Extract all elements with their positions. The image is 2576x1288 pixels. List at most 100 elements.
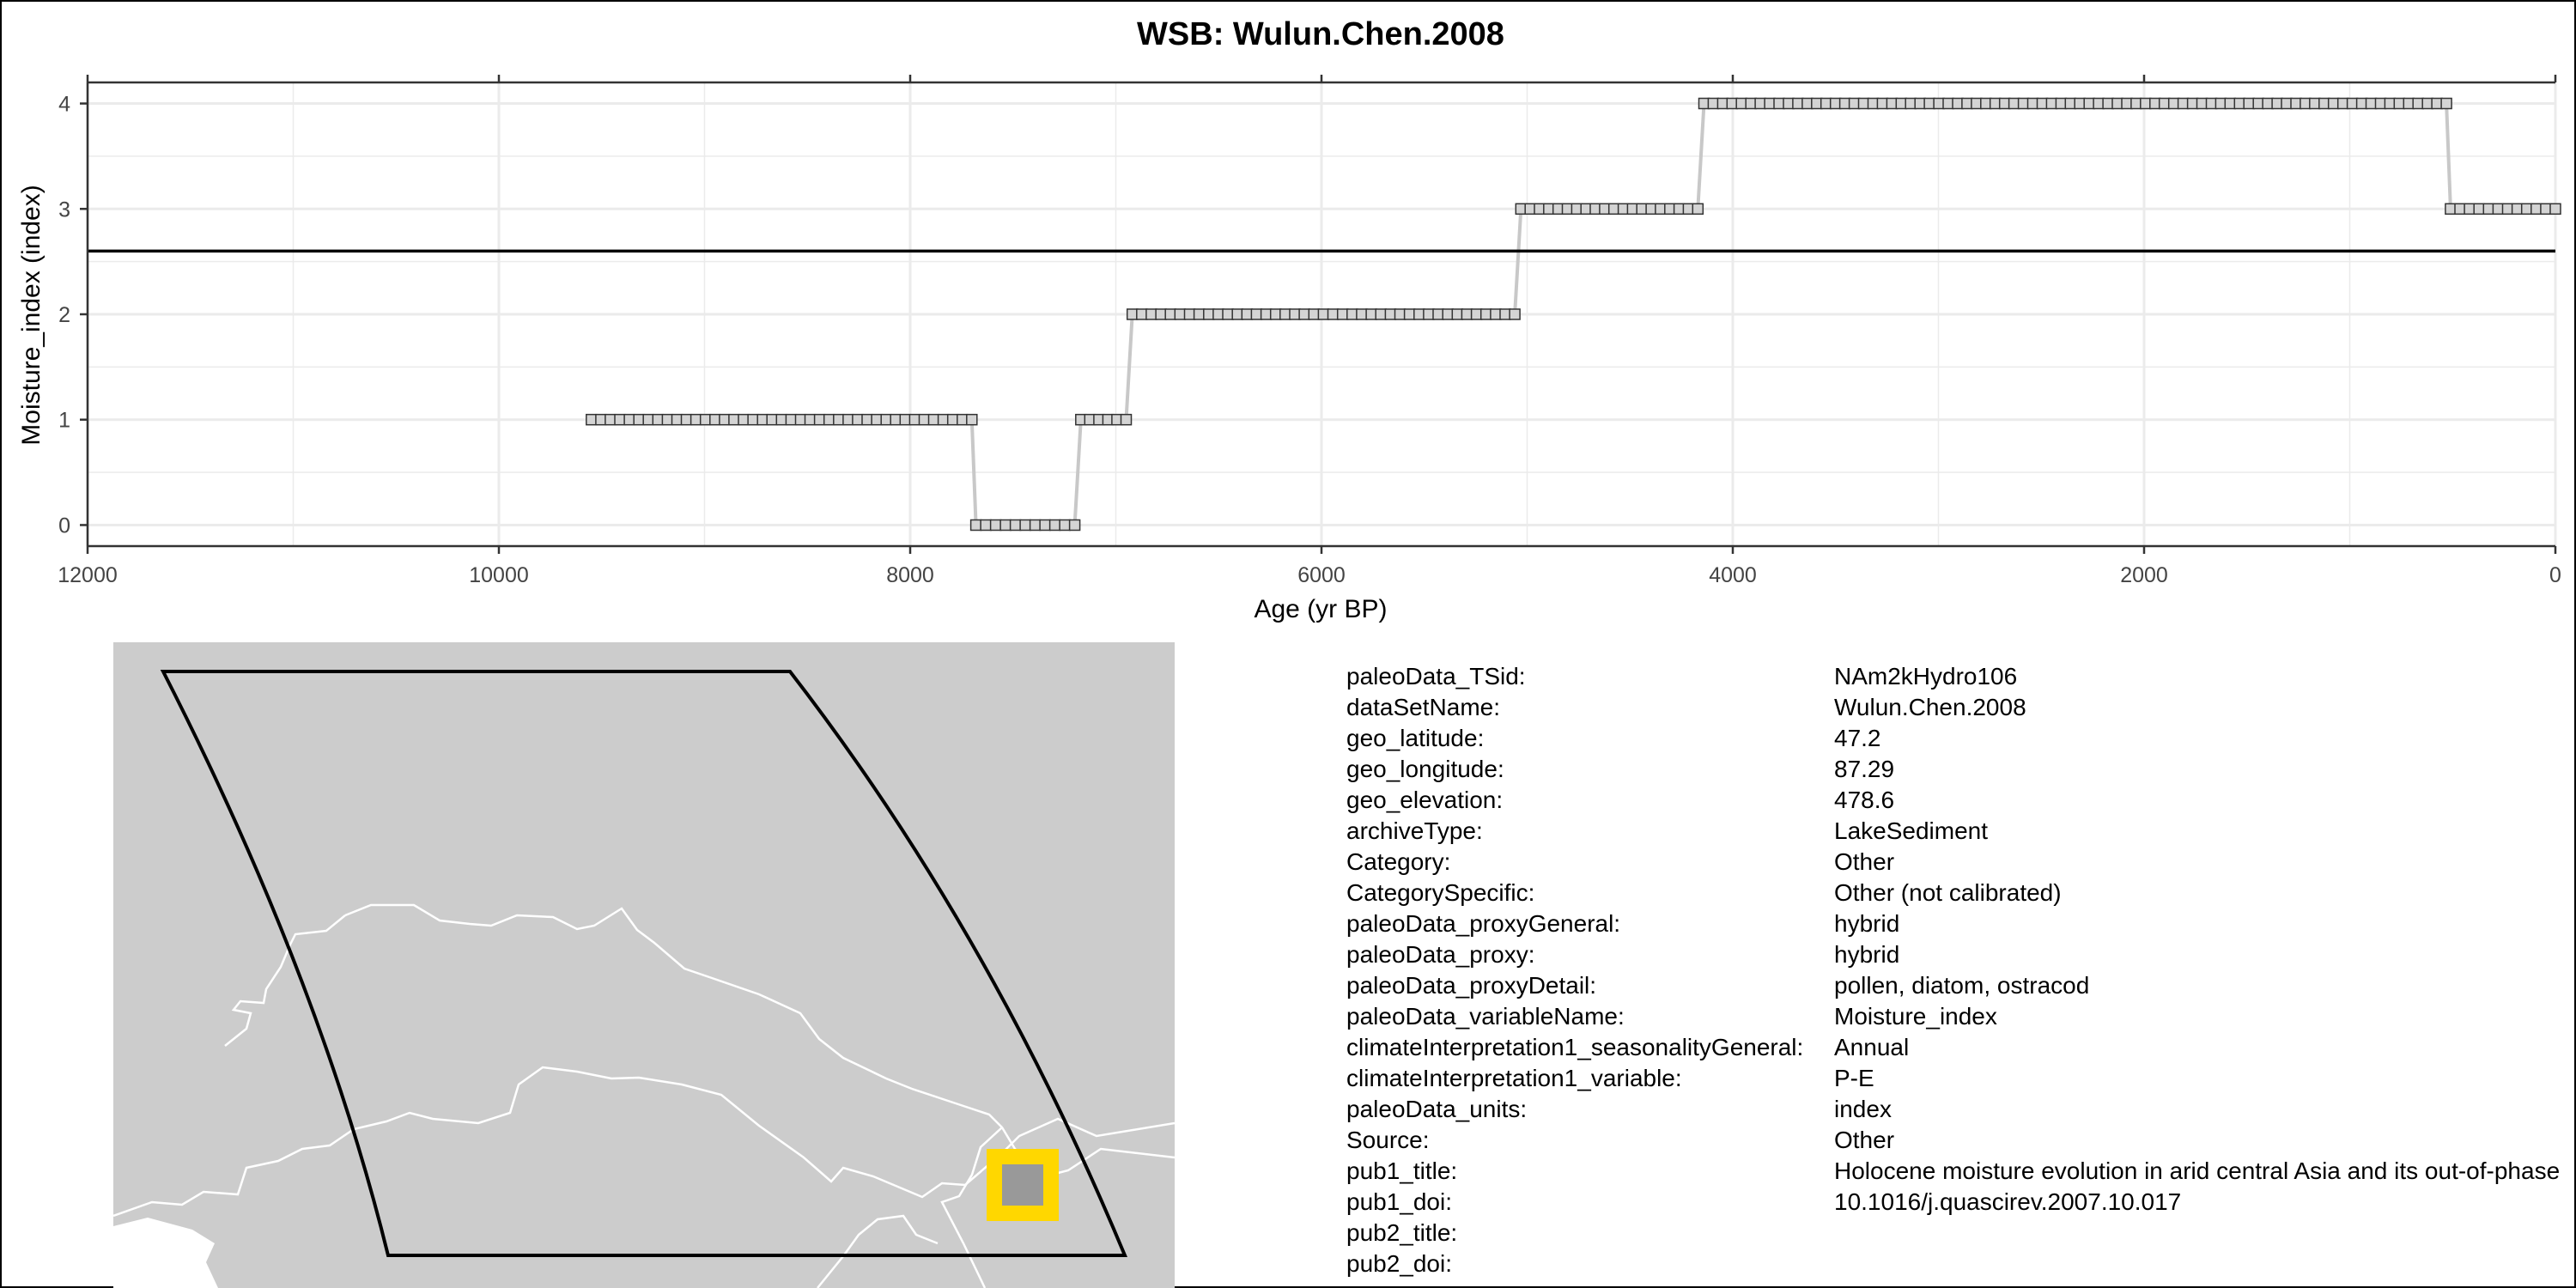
data-point-marker: [989, 519, 1002, 532]
metadata-row: pub1_doi: 10.1016/j.quascirev.2007.10.017: [1346, 1187, 2573, 1218]
data-point-marker: [1019, 519, 1031, 532]
data-point-marker: [1692, 203, 1704, 216]
data-point-marker: [871, 413, 883, 426]
data-point-marker: [999, 519, 1012, 532]
data-point-marker: [2074, 97, 2086, 110]
data-point-marker: [623, 413, 635, 426]
data-point-marker: [1068, 519, 1081, 532]
data-point-marker: [842, 413, 854, 426]
data-point-marker: [1942, 97, 1954, 110]
metadata-key: geo_elevation:: [1346, 787, 1504, 813]
chart-title: WSB: Wulun.Chen.2008: [1137, 16, 1504, 52]
metadata-value: Other: [1834, 848, 1895, 875]
metadata-table: paleoData_TSid: NAm2kHydro106 dataSetName:…: [1346, 661, 2573, 1285]
data-point-marker: [918, 413, 931, 426]
metadata-key: pub2_doi:: [1346, 1250, 1453, 1277]
data-point-marker: [1174, 308, 1187, 320]
data-point-marker: [852, 413, 864, 426]
data-point-marker: [747, 413, 759, 426]
metadata-value: 10.1016/j.quascirev.2007.10.017: [1834, 1188, 2182, 1215]
data-point-marker: [1279, 308, 1291, 320]
metadata-key: paleoData_proxyDetail:: [1346, 972, 1597, 999]
x-tick-label: 8000: [886, 563, 934, 587]
metadata-row: Source: Other: [1346, 1125, 2573, 1156]
data-point-marker: [1432, 308, 1444, 320]
data-point-marker: [980, 519, 992, 532]
data-point-marker: [1375, 308, 1387, 320]
data-point-marker: [2008, 97, 2020, 110]
data-point-marker: [2262, 97, 2274, 110]
data-point-marker: [2482, 203, 2495, 216]
data-point-marker: [2111, 97, 2123, 110]
metadata-value: LakeSediment: [1834, 817, 1989, 844]
metadata-row: geo_longitude: 87.29: [1346, 754, 2573, 785]
data-point-marker: [2412, 97, 2424, 110]
lake-shape: [113, 1218, 218, 1288]
data-point-marker: [1792, 97, 1804, 110]
data-point-marker: [1442, 308, 1454, 320]
data-point-marker: [766, 413, 778, 426]
data-point-marker: [2224, 97, 2237, 110]
data-point-marker: [1923, 97, 1935, 110]
metadata-row: archiveType: LakeSediment: [1346, 816, 2573, 847]
metadata-row: geo_elevation: 478.6: [1346, 785, 2573, 816]
data-point-marker: [1470, 308, 1483, 320]
data-point-marker: [595, 413, 607, 426]
metadata-key: paleoData_TSid:: [1346, 663, 1526, 690]
metadata-row: climateInterpretation1_seasonalityGenera…: [1346, 1032, 2573, 1063]
data-point-marker: [1451, 308, 1464, 320]
data-point-marker: [1136, 308, 1148, 320]
data-point-marker: [2530, 203, 2543, 216]
metadata-key: paleoData_units:: [1346, 1096, 1528, 1122]
data-point-marker: [728, 413, 740, 426]
data-point-marker: [2393, 97, 2406, 110]
data-point-marker: [2281, 97, 2293, 110]
data-point-marker: [2492, 203, 2505, 216]
data-point-marker: [2473, 203, 2485, 216]
data-point-marker: [2464, 203, 2476, 216]
metadata-value: Other: [1834, 1127, 1895, 1153]
data-point-marker: [813, 413, 826, 426]
site-location-marker: [987, 1149, 1059, 1221]
metadata-row: paleoData_proxyDetail: pollen, diatom, os…: [1346, 970, 2573, 1001]
country-border-line: [113, 1066, 1175, 1218]
data-point-marker: [2549, 203, 2561, 216]
data-point-marker: [1479, 308, 1492, 320]
x-tick-label: 12000: [58, 563, 118, 587]
data-point-marker: [1336, 308, 1349, 320]
metadata-value: Other (not calibrated): [1834, 879, 2062, 906]
data-point-marker: [2243, 97, 2255, 110]
metadata-row: pub2_doi:: [1346, 1249, 2573, 1279]
data-point-marker: [804, 413, 817, 426]
metadata-value: index: [1834, 1096, 1892, 1122]
y-axis-title: Moisture_index (index): [17, 185, 46, 445]
metadata-value: Holocene moisture evolution in arid cent…: [1834, 1157, 2561, 1184]
data-point-marker: [794, 413, 807, 426]
data-point-marker: [899, 413, 912, 426]
metadata-row: CategorySpecific: Other (not calibrated): [1346, 878, 2573, 908]
data-point-marker: [1260, 308, 1273, 320]
data-point-marker: [2196, 97, 2208, 110]
data-point-marker: [1308, 308, 1321, 320]
data-point-marker: [2177, 97, 2190, 110]
metadata-key: pub2_title:: [1346, 1219, 1458, 1246]
data-point-marker: [1707, 97, 1720, 110]
data-point-marker: [1039, 519, 1051, 532]
metadata-key: paleoData_variableName:: [1346, 1003, 1625, 1030]
country-border-line: [940, 1127, 1003, 1288]
data-point-marker: [633, 413, 645, 426]
data-point-marker: [2158, 97, 2171, 110]
data-point-marker: [785, 413, 798, 426]
metadata-value: hybrid: [1834, 941, 1900, 968]
data-point-marker: [1961, 97, 1973, 110]
data-point-marker: [1394, 308, 1406, 320]
data-point-marker: [1231, 308, 1243, 320]
data-point-marker: [614, 413, 626, 426]
x-tick-label: 4000: [1709, 563, 1757, 587]
metadata-value: Annual: [1834, 1034, 1910, 1060]
metadata-key: paleoData_proxyGeneral:: [1346, 910, 1621, 937]
x-tick-label: 2000: [2120, 563, 2168, 587]
metadata-row: Category: Other: [1346, 847, 2573, 878]
metadata-value: pollen, diatom, ostracod: [1834, 972, 2090, 999]
